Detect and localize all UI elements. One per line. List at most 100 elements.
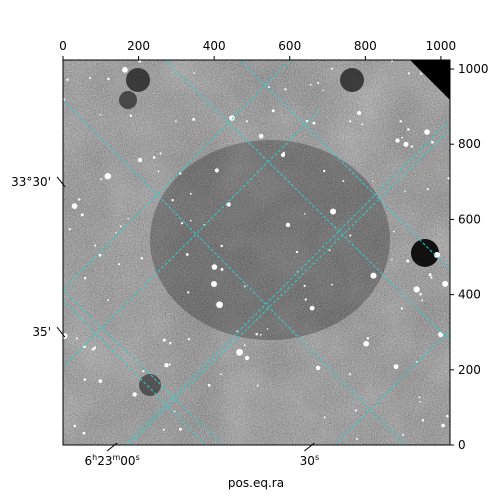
right-pixel-axis: 0 200 400 600 800 1000 [450, 62, 489, 452]
star [312, 121, 316, 125]
star [328, 249, 331, 252]
star [284, 88, 287, 91]
top-tick-label: 400 [203, 39, 226, 53]
star [168, 363, 171, 366]
star [245, 120, 248, 123]
bright-star [137, 157, 143, 163]
star [407, 128, 410, 131]
star [413, 286, 420, 293]
star [159, 152, 162, 155]
star [295, 250, 299, 254]
star [192, 117, 196, 121]
star [331, 283, 333, 286]
star [404, 190, 406, 193]
star [401, 136, 404, 139]
star [162, 338, 166, 342]
star [323, 169, 326, 173]
star [243, 344, 246, 347]
star [243, 285, 246, 288]
star [107, 77, 110, 81]
grid-line [128, 128, 450, 445]
star [256, 384, 259, 387]
grid-line [63, 60, 292, 291]
dark-blob [119, 91, 137, 109]
grid-line [334, 329, 450, 445]
star [303, 284, 306, 287]
star [309, 83, 312, 86]
star [83, 378, 87, 381]
image-corner-blank [410, 60, 450, 100]
star [431, 140, 434, 144]
star [363, 340, 370, 347]
star [446, 414, 449, 418]
right-tick-label: 0 [458, 438, 466, 452]
x-axis-title: pos.eq.ra [228, 476, 284, 490]
dark-blob [411, 239, 439, 267]
top-tick-label: 200 [127, 39, 150, 53]
star [77, 198, 81, 201]
star [93, 346, 97, 349]
bright-star [315, 365, 321, 371]
image-noise [63, 60, 450, 445]
star [162, 428, 165, 431]
star [356, 438, 359, 440]
star [173, 410, 176, 413]
star [309, 305, 315, 311]
dec-tick-mark [56, 326, 66, 338]
star [80, 213, 84, 217]
star [393, 230, 395, 233]
star [98, 379, 103, 383]
star [71, 203, 78, 209]
star [428, 273, 432, 277]
star [88, 76, 91, 79]
star [342, 180, 345, 183]
right-tick-label: 1000 [458, 62, 489, 76]
bright-star [211, 281, 217, 287]
star [189, 219, 192, 222]
star [236, 330, 238, 333]
star [304, 213, 306, 215]
star [98, 253, 102, 257]
ra-tick-label: 30s [300, 453, 319, 468]
star [391, 258, 393, 261]
star [185, 253, 189, 256]
star [419, 293, 422, 296]
star [322, 89, 325, 92]
star [220, 373, 222, 376]
star [393, 364, 399, 370]
world-coordinate-ticks: 6h23m00s 30s 33°30' 35' [11, 175, 319, 468]
bright-star [229, 115, 235, 121]
star [370, 272, 377, 279]
star [421, 419, 425, 422]
star [169, 341, 172, 345]
bright-star [424, 129, 430, 135]
star [395, 138, 400, 143]
ra-tick-mark [106, 442, 118, 452]
star [266, 328, 269, 330]
star [211, 264, 218, 270]
star [236, 348, 243, 356]
star [66, 78, 69, 81]
star [406, 259, 410, 263]
bright-star [434, 252, 440, 258]
star [207, 384, 211, 387]
star [138, 60, 142, 63]
star [399, 120, 402, 123]
star [271, 109, 275, 113]
top-tick-label: 1000 [426, 39, 457, 53]
star [68, 228, 71, 231]
star [400, 307, 403, 310]
top-tick-label: 600 [278, 39, 301, 53]
star [442, 280, 449, 287]
star [127, 217, 129, 220]
star [361, 123, 364, 126]
grid-line [63, 299, 207, 445]
star [410, 145, 414, 148]
star [106, 299, 109, 301]
star [447, 177, 450, 180]
star [349, 373, 352, 376]
star [255, 332, 258, 336]
star [100, 178, 103, 181]
star [171, 198, 174, 202]
star [259, 333, 262, 336]
